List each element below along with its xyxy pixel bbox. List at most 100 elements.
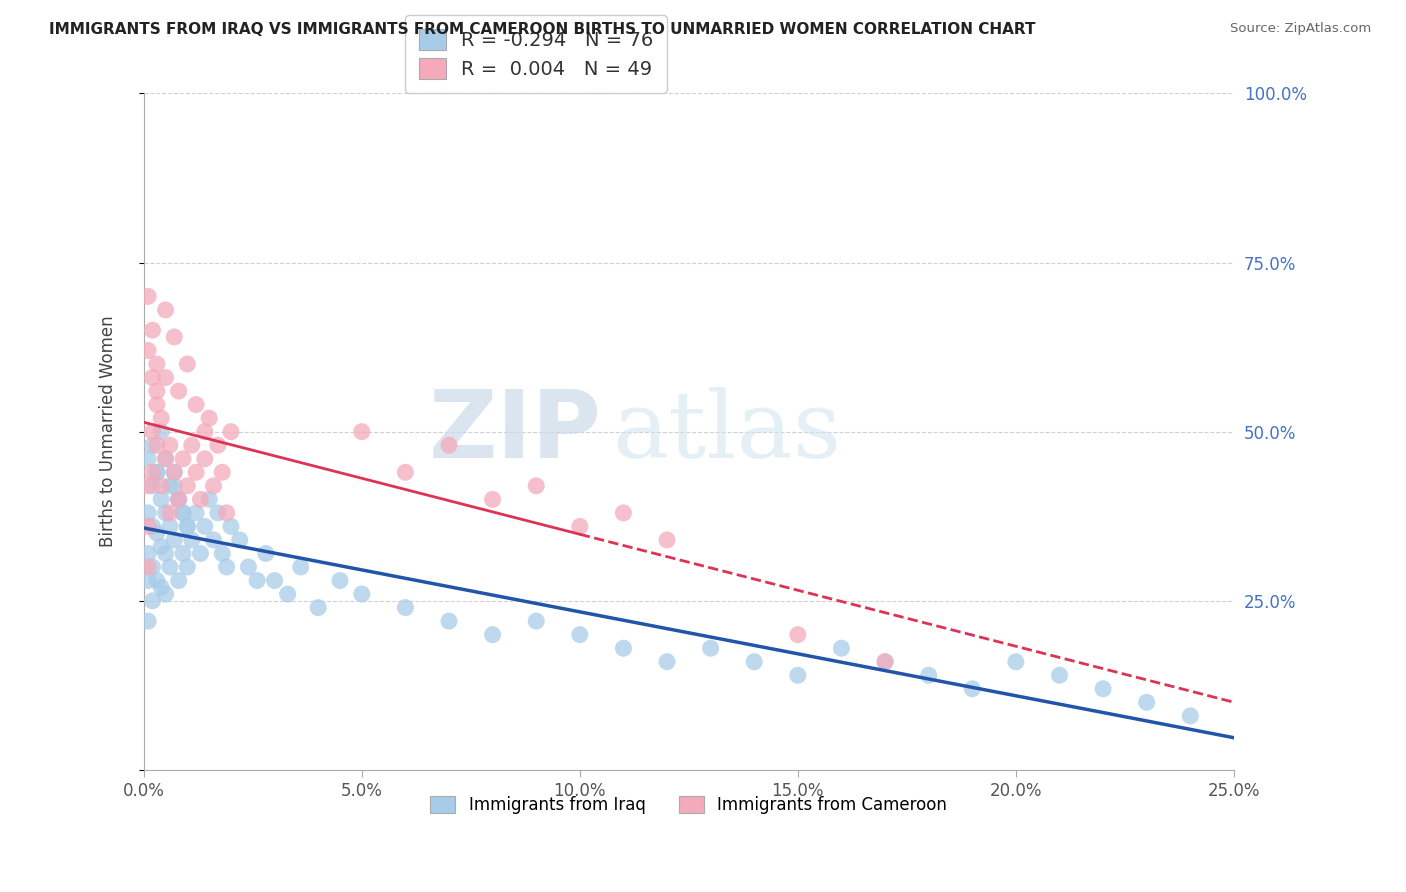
Point [394, 600, 416, 615]
Point [146, 384, 169, 398]
Point [329, 574, 352, 588]
Point [150, 479, 173, 493]
Point [146, 465, 169, 479]
Point [146, 438, 169, 452]
Point [163, 465, 186, 479]
Point [612, 506, 634, 520]
Point [1180, 709, 1202, 723]
Point [146, 357, 169, 371]
Point [172, 451, 194, 466]
Point [207, 506, 229, 520]
Point [202, 533, 225, 547]
Point [612, 641, 634, 656]
Point [350, 425, 373, 439]
Point [1005, 655, 1028, 669]
Text: atlas: atlas [613, 386, 842, 476]
Point [141, 425, 163, 439]
Point [163, 330, 186, 344]
Point [437, 614, 460, 628]
Point [155, 370, 177, 384]
Point [307, 600, 329, 615]
Point [167, 574, 190, 588]
Point [290, 560, 312, 574]
Point [146, 398, 169, 412]
Point [873, 655, 896, 669]
Point [167, 492, 190, 507]
Point [202, 479, 225, 493]
Point [219, 425, 242, 439]
Point [159, 560, 181, 574]
Point [136, 614, 159, 628]
Point [350, 587, 373, 601]
Point [136, 343, 159, 358]
Point [141, 560, 163, 574]
Point [163, 479, 186, 493]
Point [155, 506, 177, 520]
Point [141, 594, 163, 608]
Point [1136, 695, 1159, 709]
Point [150, 580, 173, 594]
Point [172, 506, 194, 520]
Point [176, 357, 198, 371]
Point [136, 479, 159, 493]
Point [1092, 681, 1115, 696]
Point [184, 398, 207, 412]
Point [180, 438, 202, 452]
Point [141, 438, 163, 452]
Point [176, 519, 198, 533]
Point [150, 492, 173, 507]
Point [228, 533, 250, 547]
Point [481, 628, 503, 642]
Point [873, 655, 896, 669]
Point [246, 574, 269, 588]
Point [786, 628, 808, 642]
Point [568, 628, 591, 642]
Point [190, 546, 212, 560]
Point [437, 438, 460, 452]
Point [194, 519, 217, 533]
Point [207, 438, 229, 452]
Point [163, 465, 186, 479]
Point [150, 540, 173, 554]
Point [167, 492, 190, 507]
Point [146, 574, 169, 588]
Point [215, 560, 238, 574]
Point [176, 560, 198, 574]
Point [141, 519, 163, 533]
Point [524, 614, 547, 628]
Point [1049, 668, 1071, 682]
Point [194, 451, 217, 466]
Point [163, 533, 186, 547]
Point [150, 411, 173, 425]
Point [655, 533, 678, 547]
Point [263, 574, 285, 588]
Point [141, 479, 163, 493]
Point [962, 681, 984, 696]
Point [219, 519, 242, 533]
Point [136, 546, 159, 560]
Point [141, 323, 163, 337]
Point [155, 587, 177, 601]
Point [155, 451, 177, 466]
Y-axis label: Births to Unmarried Women: Births to Unmarried Women [100, 316, 117, 548]
Point [211, 546, 233, 560]
Point [167, 384, 190, 398]
Point [918, 668, 941, 682]
Point [172, 506, 194, 520]
Point [184, 465, 207, 479]
Point [159, 519, 181, 533]
Point [141, 465, 163, 479]
Point [159, 506, 181, 520]
Point [699, 641, 721, 656]
Point [524, 479, 547, 493]
Point [198, 411, 221, 425]
Legend: Immigrants from Iraq, Immigrants from Cameroon: Immigrants from Iraq, Immigrants from Ca… [422, 788, 956, 822]
Point [136, 560, 159, 574]
Point [238, 560, 260, 574]
Point [146, 465, 169, 479]
Point [190, 492, 212, 507]
Point [786, 668, 808, 682]
Point [211, 465, 233, 479]
Point [394, 465, 416, 479]
Point [176, 479, 198, 493]
